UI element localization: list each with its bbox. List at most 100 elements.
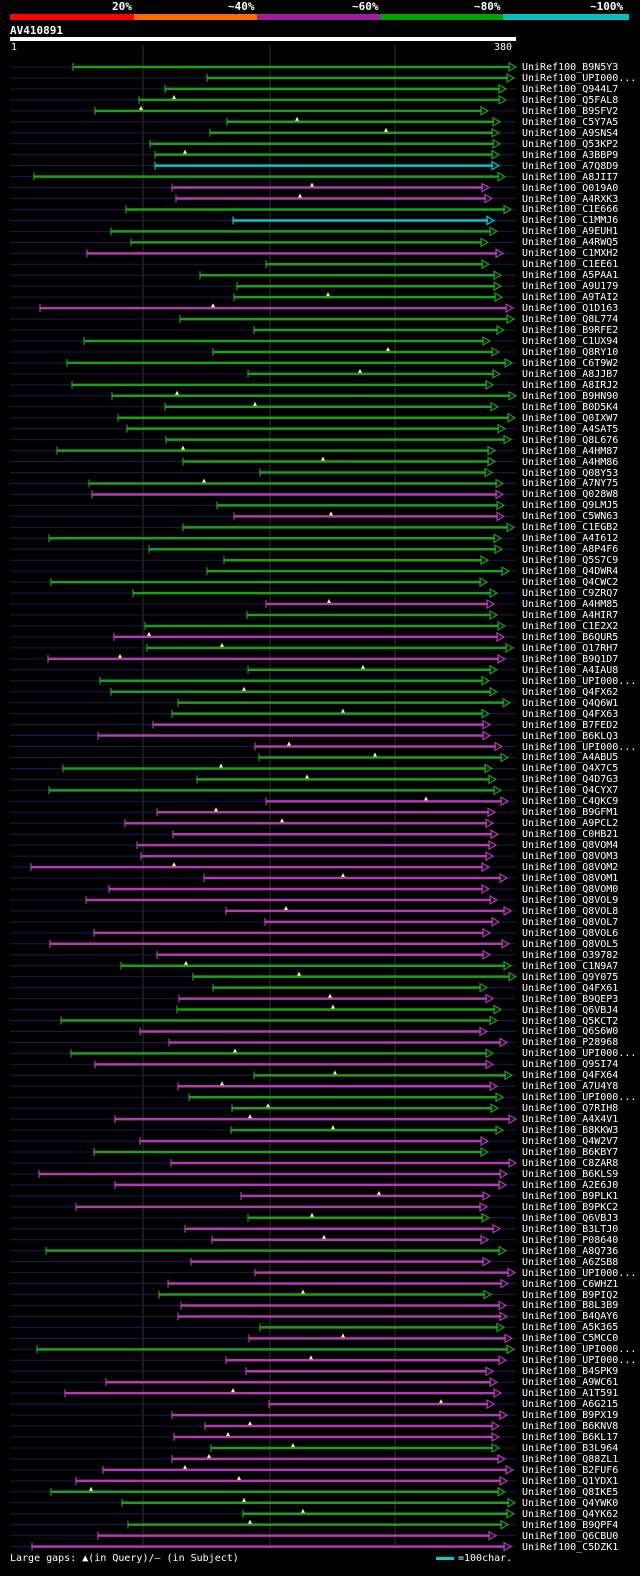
hit-label[interactable]: UniRef100_Q8VOL7 [522,916,619,928]
hit-label[interactable]: UniRef100_Q4DWR4 [522,566,619,578]
hit-label[interactable]: UniRef100_Q4FX62 [522,686,619,698]
hit-label[interactable]: UniRef100_A4RXK3 [522,193,619,205]
hit-label[interactable]: UniRef100_Q8VOM3 [522,851,619,863]
hit-label[interactable]: UniRef100_B9QEP3 [522,993,619,1005]
hit-label[interactable]: UniRef100_A6ZSB8 [522,1256,619,1268]
hit-label[interactable]: UniRef100_P08640 [522,1234,619,1246]
hit-label[interactable]: UniRef100_B9PX19 [522,1410,619,1422]
hit-label[interactable]: UniRef100_B2FUF6 [522,1464,619,1476]
hit-label[interactable]: UniRef100_Q8VOM4 [522,840,619,852]
hit-label[interactable]: UniRef100_C6T9W2 [522,357,619,369]
hit-label[interactable]: UniRef100_Q5S7C9 [522,555,619,567]
hit-label[interactable]: UniRef100_A9U179 [522,281,619,293]
hit-label[interactable]: UniRef100_C1MXH2 [522,248,619,260]
hit-label[interactable]: UniRef100_Q1D163 [522,303,619,315]
hit-label[interactable]: UniRef100_UPI000... [522,1092,637,1104]
hit-label[interactable]: UniRef100_B4SPK9 [522,1366,619,1378]
hit-label[interactable]: UniRef100_B9RFE2 [522,325,619,337]
hit-label[interactable]: UniRef100_Q4Q6W1 [522,697,619,709]
hit-label[interactable]: UniRef100_B6KBY7 [522,1147,619,1159]
hit-label[interactable]: UniRef100_C8ZAR8 [522,1158,619,1169]
hit-label[interactable]: UniRef100_Q88ZL1 [522,1453,619,1465]
hit-label[interactable]: UniRef100_A4HM85 [522,599,619,611]
hit-label[interactable]: UniRef100_UPI000... [522,675,637,687]
hit-label[interactable]: UniRef100_C1EGB2 [522,522,619,534]
hit-label[interactable]: UniRef100_A4SAT5 [522,423,619,435]
hit-label[interactable]: UniRef100_Q6VBJ3 [522,1212,619,1224]
hit-label[interactable]: UniRef100_A9EUH1 [522,226,619,238]
hit-label[interactable]: UniRef100_Q8L676 [522,434,619,446]
hit-label[interactable]: UniRef100_A6G215 [522,1399,619,1411]
hit-label[interactable]: UniRef100_B8L3B9 [522,1300,619,1312]
hit-label[interactable]: UniRef100_Q4FX64 [522,1070,619,1082]
hit-label[interactable]: UniRef100_Q4YK62 [522,1508,619,1520]
hit-label[interactable]: UniRef100_A7U4Y8 [522,1081,619,1093]
hit-label[interactable]: UniRef100_C6WHZ1 [522,1278,619,1290]
hit-label[interactable]: UniRef100_A4HIR7 [522,610,619,621]
hit-label[interactable]: UniRef100_C9ZRQ7 [522,588,619,600]
hit-label[interactable]: UniRef100_A8IRJ2 [522,379,619,391]
hit-label[interactable]: UniRef100_B0D5K4 [522,401,619,413]
hit-label[interactable]: UniRef100_Q6VBJ4 [522,1004,619,1016]
hit-label[interactable]: UniRef100_Q5KCT2 [522,1015,619,1027]
hit-label[interactable]: UniRef100_Q8VOM0 [522,884,619,895]
hit-label[interactable]: UniRef100_Q7RIH8 [522,1103,619,1115]
hit-label[interactable]: UniRef100_B9PKC2 [522,1201,619,1213]
hit-label[interactable]: UniRef100_C1N9A7 [522,960,619,972]
hit-label[interactable]: UniRef100_A7NY75 [522,478,619,490]
hit-label[interactable]: UniRef100_A4HM87 [522,445,619,457]
hit-label[interactable]: UniRef100_Q8VOM2 [522,862,619,874]
hit-label[interactable]: UniRef100_B3LTJ0 [522,1223,619,1235]
hit-label[interactable]: UniRef100_Q028W8 [522,489,619,501]
hit-label[interactable]: UniRef100_Q019A0 [522,182,619,194]
hit-label[interactable]: UniRef100_UPI000... [522,1048,637,1060]
hit-label[interactable]: UniRef100_C1E666 [522,204,619,216]
hit-label[interactable]: UniRef100_Q4YWK0 [522,1497,619,1509]
hit-label[interactable]: UniRef100_Q08Y53 [522,467,619,479]
hit-label[interactable]: UniRef100_B9PLK1 [522,1190,619,1202]
hit-label[interactable]: UniRef100_A8Q736 [522,1245,619,1257]
hit-label[interactable]: UniRef100_Q4CWC2 [522,577,619,589]
hit-label[interactable]: UniRef100_UPI000... [522,1355,637,1367]
hit-label[interactable]: UniRef100_A9PCL2 [522,818,619,830]
hit-label[interactable]: UniRef100_C4QKC9 [522,796,619,808]
hit-label[interactable]: UniRef100_C1EE61 [522,259,619,271]
hit-label[interactable]: UniRef100_A4RWQ5 [522,237,619,249]
hit-label[interactable]: UniRef100_Q8RY10 [522,346,619,358]
hit-label[interactable]: UniRef100_A8JII7 [522,171,619,183]
hit-label[interactable]: UniRef100_C5MCC0 [522,1333,619,1345]
hit-label[interactable]: UniRef100_Q8VOM1 [522,873,619,885]
hit-label[interactable]: UniRef100_C5Y7A5 [522,116,619,128]
hit-label[interactable]: UniRef100_B9Q1D7 [522,653,619,665]
hit-label[interactable]: UniRef100_Q17RH7 [522,642,619,654]
hit-label[interactable]: UniRef100_A9TAI2 [522,292,619,304]
hit-label[interactable]: UniRef100_Q8IKE5 [522,1486,619,1498]
hit-label[interactable]: UniRef100_Q4X7C5 [522,763,619,775]
hit-label[interactable]: UniRef100_B6KL17 [522,1432,619,1443]
hit-label[interactable]: UniRef100_UPI000... [522,1344,637,1356]
hit-label[interactable]: UniRef100_Q4FX61 [522,982,619,994]
hit-label[interactable]: UniRef100_A2E6J0 [522,1179,619,1191]
hit-label[interactable]: UniRef100_A8P4F6 [522,544,619,556]
hit-label[interactable]: UniRef100_A8JJB7 [522,368,619,380]
hit-label[interactable]: UniRef100_Q8L774 [522,314,619,326]
hit-label[interactable]: UniRef100_B9PIQ2 [522,1289,619,1301]
hit-label[interactable]: UniRef100_Q4CYX7 [522,785,619,797]
hit-label[interactable]: UniRef100_UPI000... [522,741,637,753]
hit-label[interactable]: UniRef100_A4X4V1 [522,1114,619,1126]
hit-label[interactable]: UniRef100_C1E2X2 [522,620,619,632]
hit-label[interactable]: UniRef100_Q5FAL8 [522,94,619,106]
hit-label[interactable]: UniRef100_Q1YDX1 [522,1475,619,1487]
hit-label[interactable]: UniRef100_C5DZK1 [522,1541,619,1553]
hit-label[interactable]: UniRef100_A9SNS4 [522,127,619,139]
hit-label[interactable]: UniRef100_Q8VOL9 [522,894,619,906]
hit-label[interactable]: UniRef100_O39782 [522,949,619,961]
hit-label[interactable]: UniRef100_Q944L7 [522,83,619,95]
hit-label[interactable]: UniRef100_UPI000... [522,1267,637,1279]
hit-label[interactable]: UniRef100_B9N5Y3 [522,62,619,73]
hit-label[interactable]: UniRef100_B3L964 [522,1442,619,1454]
hit-label[interactable]: UniRef100_Q8VOL8 [522,905,619,917]
hit-label[interactable]: UniRef100_B7FED2 [522,719,619,731]
hit-label[interactable]: UniRef100_A4I612 [522,533,619,545]
hit-label[interactable]: UniRef100_A3BBP9 [522,149,619,161]
